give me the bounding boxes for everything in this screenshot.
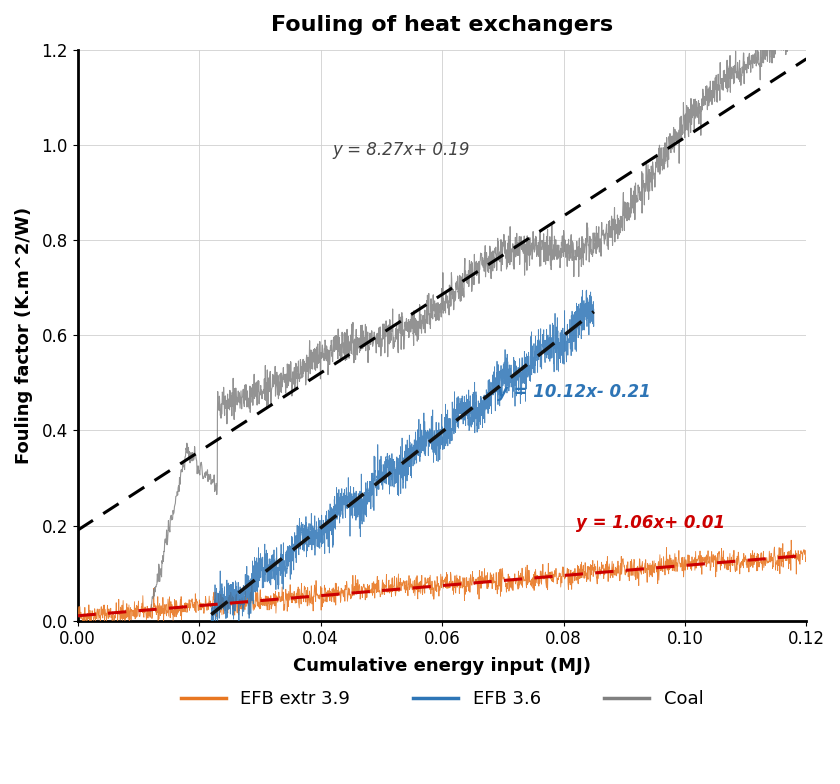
- Text: y = 1.06x+ 0.01: y = 1.06x+ 0.01: [575, 514, 725, 532]
- Legend: EFB extr 3.9, EFB 3.6, Coal: EFB extr 3.9, EFB 3.6, Coal: [181, 691, 703, 709]
- Title: Fouling of heat exchangers: Fouling of heat exchangers: [271, 15, 613, 35]
- Y-axis label: Fouling factor (K.m^2/W): Fouling factor (K.m^2/W): [15, 207, 33, 464]
- Text: y = 8.27x+ 0.19: y = 8.27x+ 0.19: [333, 141, 470, 159]
- X-axis label: Cumulative energy input (MJ): Cumulative energy input (MJ): [293, 656, 591, 674]
- Text: y = 10.12x- 0.21: y = 10.12x- 0.21: [496, 383, 650, 401]
